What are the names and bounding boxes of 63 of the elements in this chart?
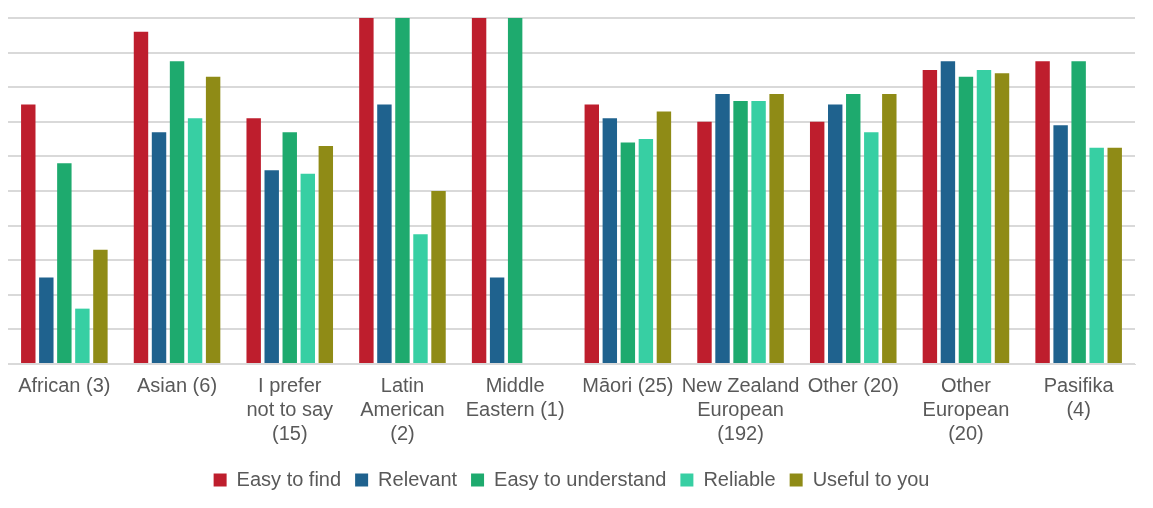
bar bbox=[976, 69, 992, 363]
bar bbox=[697, 121, 712, 363]
bar bbox=[846, 94, 861, 363]
bar bbox=[151, 132, 167, 363]
x-tick-label: Asian (6) bbox=[137, 373, 218, 396]
x-tick-label: Māori (25) bbox=[582, 373, 674, 396]
x-tick-label: Middle Eastern (1) bbox=[465, 373, 565, 420]
bar bbox=[638, 139, 654, 363]
bar bbox=[994, 73, 1010, 363]
bar bbox=[656, 111, 672, 363]
x-tick-label: Other European (20) bbox=[922, 373, 1010, 444]
bar bbox=[769, 94, 784, 363]
x-tick-label: African (3) bbox=[18, 373, 111, 396]
bar bbox=[169, 61, 185, 363]
legend-label: Relevant bbox=[378, 467, 458, 490]
bar bbox=[431, 191, 446, 363]
bar bbox=[21, 104, 36, 363]
bar bbox=[133, 31, 149, 363]
bar bbox=[39, 277, 54, 363]
bar bbox=[1071, 61, 1086, 363]
bar bbox=[507, 18, 523, 363]
bar bbox=[733, 101, 748, 363]
bar bbox=[864, 132, 879, 363]
legend-label: Easy to find bbox=[236, 467, 342, 490]
bar bbox=[413, 234, 428, 363]
bar bbox=[246, 118, 261, 363]
bar bbox=[828, 104, 843, 363]
bar bbox=[1107, 147, 1122, 363]
bar bbox=[922, 69, 938, 363]
bar bbox=[809, 121, 825, 363]
bar bbox=[318, 146, 334, 363]
bar bbox=[602, 118, 618, 363]
x-tick-label: Other (20) bbox=[807, 373, 899, 396]
bar bbox=[93, 249, 108, 363]
bar bbox=[489, 277, 505, 363]
bar bbox=[395, 18, 410, 363]
bar bbox=[958, 76, 974, 363]
x-tick-label: Pasifika (4) bbox=[1043, 373, 1115, 420]
bar bbox=[187, 118, 203, 363]
legend-label: Easy to understand bbox=[494, 467, 667, 490]
bar bbox=[57, 163, 72, 363]
legend-label: Reliable bbox=[703, 467, 776, 490]
bar bbox=[300, 173, 315, 363]
x-tick-label: Latin American (2) bbox=[360, 373, 445, 444]
bar bbox=[282, 132, 297, 363]
bar bbox=[75, 308, 90, 363]
bar bbox=[620, 142, 636, 363]
bar bbox=[1089, 147, 1104, 363]
bar bbox=[1035, 61, 1050, 363]
legend-label: Useful to you bbox=[812, 467, 930, 490]
bar bbox=[882, 94, 897, 363]
bar bbox=[205, 76, 221, 363]
bar bbox=[359, 18, 374, 363]
bar bbox=[584, 104, 599, 363]
bar bbox=[940, 61, 956, 363]
x-tick-label: New Zealand European (192) bbox=[681, 373, 800, 444]
bar bbox=[751, 101, 766, 363]
bar bbox=[715, 94, 730, 363]
bar bbox=[471, 18, 487, 363]
bar bbox=[264, 170, 279, 363]
bar bbox=[1053, 125, 1068, 363]
x-tick-label: I prefer not to say (15) bbox=[246, 373, 334, 444]
bar bbox=[377, 104, 392, 363]
